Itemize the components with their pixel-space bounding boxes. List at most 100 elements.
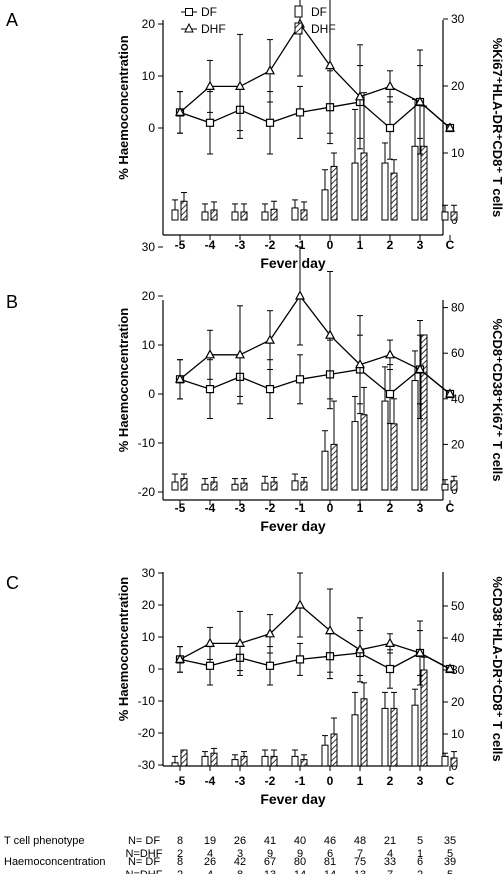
- count-cell: 5: [447, 869, 453, 874]
- bar-open: [171, 762, 179, 767]
- count-cell: 9: [267, 848, 273, 860]
- point-square: [295, 108, 305, 117]
- count-cell: 39: [444, 856, 456, 868]
- bar-open: [231, 759, 239, 767]
- right-tick-label: 80: [451, 301, 465, 315]
- x-tick-label: C: [446, 238, 455, 252]
- right-tick-label: 20: [451, 695, 465, 709]
- bar-open: [381, 162, 389, 221]
- count-cell: 13: [264, 869, 276, 874]
- x-tick-label: -5: [175, 774, 186, 788]
- left-tick-label: 0: [148, 662, 155, 676]
- panel-letter: A: [6, 10, 18, 30]
- point-square: [265, 661, 275, 670]
- left-tick-label: -30: [138, 758, 156, 772]
- bar-hatch: [300, 759, 308, 767]
- left-tick-label: -10: [138, 436, 156, 450]
- count-cell: 14: [324, 869, 336, 874]
- right-tick-label: 10: [451, 146, 465, 160]
- left-tick-label: 10: [142, 630, 156, 644]
- point-triangle: [175, 653, 185, 664]
- count-cell: 41: [264, 835, 276, 847]
- bar-open: [291, 480, 299, 491]
- bar-open: [201, 755, 209, 767]
- point-square: [265, 118, 275, 127]
- bar-open: [321, 744, 329, 767]
- row-label: T cell phenotype: [4, 835, 85, 847]
- count-cell: 5: [447, 848, 453, 860]
- right-tick-label: 60: [451, 346, 465, 360]
- series-line-square: [179, 368, 451, 395]
- count-cell: 2: [177, 869, 183, 874]
- x-tick-label: 1: [357, 774, 364, 788]
- count-cell: 7: [387, 869, 393, 874]
- x-tick-label: 2: [387, 501, 394, 515]
- point-square: [205, 661, 215, 670]
- left-tick-label: -10: [138, 694, 156, 708]
- bar-hatch: [420, 334, 428, 491]
- bar-hatch: [330, 165, 338, 221]
- bar-hatch: [270, 208, 278, 221]
- point-square: [295, 375, 305, 384]
- count-cell: 2: [177, 848, 183, 860]
- count-cell: 3: [237, 848, 243, 860]
- count-cell: 13: [354, 869, 366, 874]
- bar-hatch: [420, 145, 428, 221]
- point-triangle: [355, 644, 365, 654]
- counts-row: Haemoconcentration N= DF 8 26 42 67 80 81 75 33 6 3…: [4, 856, 456, 868]
- bar-open: [171, 481, 179, 491]
- count-cell: 40: [294, 835, 306, 847]
- x-tick-label: 1: [357, 238, 364, 252]
- count-cell: 5: [417, 835, 423, 847]
- bar-hatch: [270, 755, 278, 767]
- x-tick-label: 3: [417, 774, 424, 788]
- legend-label: DHF: [311, 22, 336, 36]
- point-triangle: [235, 349, 245, 359]
- x-tick-label: 0: [327, 774, 334, 788]
- point-triangle: [415, 647, 425, 657]
- point-triangle: [415, 363, 425, 374]
- bar-open: [291, 755, 299, 767]
- left-tick-label: -20: [138, 485, 156, 499]
- point-triangle: [175, 373, 185, 383]
- legend-triangle-marker: [184, 22, 194, 33]
- legend-bar-open: [294, 5, 303, 18]
- point-triangle: [295, 599, 305, 609]
- count-cell: 1: [417, 848, 423, 860]
- bar-hatch: [240, 482, 248, 491]
- point-triangle: [445, 388, 455, 398]
- series-line-square: [179, 101, 451, 129]
- right-tick-label: 20: [451, 437, 465, 451]
- bar-hatch: [240, 211, 248, 221]
- point-triangle: [175, 106, 185, 117]
- bar-open: [381, 707, 389, 767]
- left-tick-label: 10: [142, 338, 156, 352]
- count-cell: 35: [444, 835, 456, 847]
- bar-hatch: [300, 209, 308, 221]
- point-triangle: [415, 96, 425, 106]
- count-cell: 7: [357, 848, 363, 860]
- count-cell: 26: [204, 856, 216, 868]
- x-tick-label: C: [446, 501, 455, 515]
- count-cell: 4: [207, 869, 213, 874]
- row-prefix: N= DF: [128, 835, 160, 847]
- row-prefix: N=DHF: [126, 848, 163, 860]
- count-cell: 4: [387, 848, 393, 860]
- bar-open: [321, 450, 329, 491]
- bar-hatch: [180, 200, 188, 221]
- count-cell: 67: [264, 856, 276, 868]
- count-cell: 14: [294, 869, 306, 874]
- left-tick-label: 10: [142, 69, 156, 83]
- right-tick-label: 40: [451, 392, 465, 406]
- count-cell: 42: [234, 856, 246, 868]
- count-cell: 8: [177, 856, 183, 868]
- bar-hatch: [450, 757, 458, 767]
- x-tick-label: 2: [387, 774, 394, 788]
- x-tick-label: C: [446, 774, 455, 788]
- x-tick-label: 2: [387, 238, 394, 252]
- bar-open: [441, 483, 449, 491]
- count-cell: 26: [234, 835, 246, 847]
- x-tick-label: -3: [235, 238, 246, 252]
- left-tick-label: 0: [148, 121, 155, 135]
